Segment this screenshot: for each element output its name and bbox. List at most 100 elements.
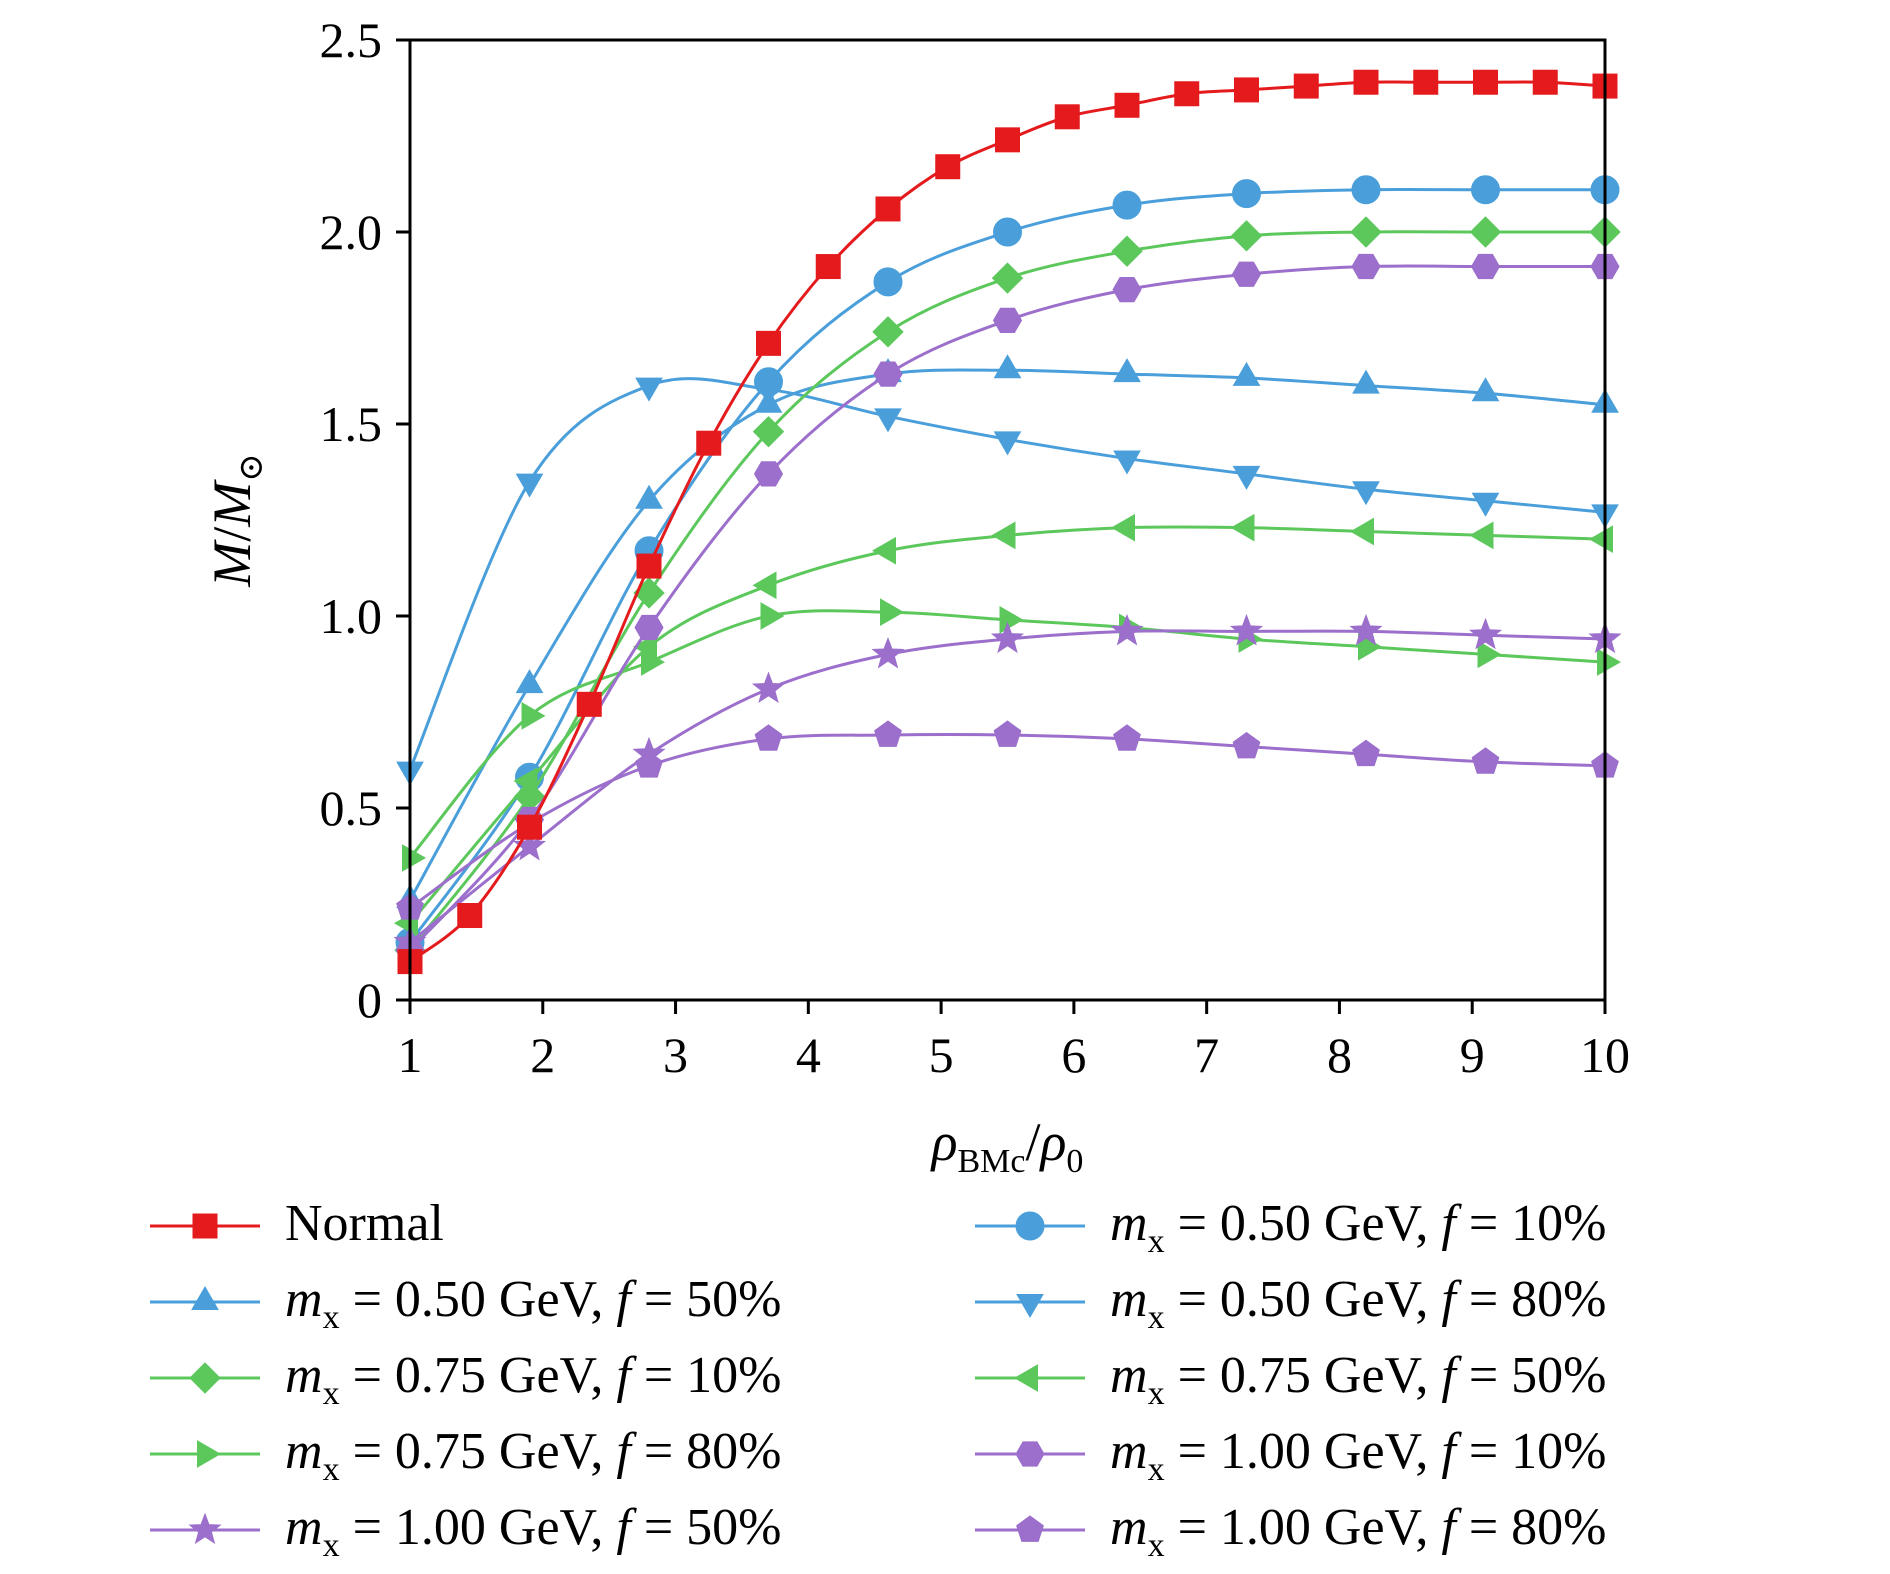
- y-axis-title: M/M⊙: [202, 453, 270, 587]
- legend-symbol-m: m: [1110, 1195, 1148, 1252]
- data-point: [995, 127, 1020, 153]
- data-point: [1231, 261, 1262, 287]
- data-point: [760, 602, 785, 630]
- legend-item: Normal: [150, 1195, 444, 1252]
- y-axis-separator: /: [202, 527, 262, 542]
- data-point: [754, 381, 783, 406]
- data-point: [1471, 492, 1500, 517]
- data-point: [1234, 77, 1259, 103]
- plot-series-group: [393, 69, 1622, 975]
- data-point: [1353, 69, 1379, 95]
- x-tick-label: 8: [1327, 1027, 1352, 1083]
- data-point: [815, 254, 841, 280]
- legend-symbol-m: m: [1110, 1271, 1148, 1328]
- y-tick-label: 0.5: [320, 780, 383, 836]
- series-line: [408, 230, 1605, 952]
- data-point: [1114, 92, 1140, 118]
- data-point: [874, 720, 902, 747]
- x-axis-symbol-2: ρ: [1039, 1112, 1067, 1172]
- data-point: [641, 648, 665, 676]
- legend-item: mx = 0.50 GeV, f = 10%: [975, 1195, 1606, 1260]
- plot-frame: [408, 38, 1607, 1002]
- data-point: [1112, 190, 1142, 220]
- data-point: [1110, 613, 1144, 646]
- data-point: [1351, 253, 1381, 280]
- data-point: [991, 521, 1016, 550]
- legend-subscript: x: [323, 1527, 340, 1564]
- legend-label-text: Normal: [285, 1195, 444, 1252]
- legend-mass-text: = 1.00 GeV,: [1165, 1423, 1442, 1480]
- legend-subscript: x: [323, 1375, 340, 1412]
- legend-subscript: x: [1148, 1451, 1165, 1488]
- data-point: [1413, 69, 1439, 95]
- data-point: [1232, 361, 1261, 386]
- data-point: [752, 415, 785, 448]
- data-point: [515, 669, 544, 694]
- data-point: [1113, 358, 1141, 383]
- legend-subscript: x: [323, 1299, 340, 1336]
- legend-label: mx = 0.50 GeV, f = 10%: [1110, 1195, 1606, 1260]
- legend-item: mx = 1.00 GeV, f = 80%: [975, 1499, 1606, 1564]
- data-point: [756, 330, 781, 356]
- legend-item: mx = 1.00 GeV, f = 10%: [975, 1423, 1606, 1488]
- legend-label: mx = 1.00 GeV, f = 10%: [1110, 1423, 1606, 1488]
- data-point: [1349, 613, 1383, 646]
- legend-mass-text: = 0.50 GeV,: [340, 1271, 617, 1328]
- data-point: [517, 814, 542, 840]
- x-tick-label: 9: [1460, 1027, 1485, 1083]
- y-tick-label: 0: [357, 972, 382, 1028]
- legend-label: mx = 0.75 GeV, f = 10%: [285, 1347, 781, 1412]
- data-point: [993, 354, 1022, 379]
- legend-mass-text: = 0.75 GeV,: [340, 1423, 617, 1480]
- x-axis-separator: /: [1025, 1112, 1040, 1172]
- legend-marker: [1015, 1211, 1045, 1241]
- legend-marker: [1013, 1364, 1038, 1392]
- legend-subscript: x: [1148, 1527, 1165, 1564]
- x-tick-label: 7: [1194, 1027, 1219, 1083]
- legend-symbol-m: m: [1110, 1499, 1148, 1556]
- y-axis-subscript: ⊙: [233, 453, 270, 482]
- legend-fraction-text: = 50%: [631, 1271, 782, 1328]
- data-point: [457, 903, 483, 929]
- x-axis-subscript: BMc: [957, 1143, 1025, 1180]
- data-point: [873, 267, 903, 297]
- legend-symbol-m: m: [1110, 1423, 1148, 1480]
- legend-fraction-text: = 50%: [1456, 1347, 1607, 1404]
- data-point: [999, 605, 1024, 634]
- data-point: [1597, 648, 1621, 676]
- data-point: [1350, 216, 1382, 248]
- legend-item: mx = 0.75 GeV, f = 10%: [150, 1347, 781, 1412]
- data-point: [1230, 220, 1263, 252]
- series-group: [397, 69, 1618, 975]
- y-tick-label: 2.5: [320, 12, 383, 68]
- legend-label: mx = 1.00 GeV, f = 50%: [285, 1499, 781, 1564]
- data-point: [1532, 69, 1558, 95]
- legend-marker: [192, 1213, 218, 1239]
- data-point: [751, 671, 786, 704]
- series-line: [408, 187, 1605, 944]
- y-tick-label: 1.5: [320, 396, 383, 452]
- data-point: [1113, 450, 1141, 475]
- data-point: [1113, 724, 1141, 751]
- data-point: [991, 262, 1024, 294]
- data-point: [1350, 517, 1374, 546]
- series-group: [396, 720, 1619, 920]
- legend-marker: [1015, 1441, 1045, 1467]
- legend-item: mx = 0.50 GeV, f = 50%: [150, 1271, 781, 1336]
- legend-mass-text: = 1.00 GeV,: [340, 1499, 617, 1556]
- data-point: [513, 767, 538, 795]
- series-line: [409, 80, 1606, 963]
- data-point: [1469, 521, 1494, 550]
- x-tick-label: 6: [1061, 1027, 1086, 1083]
- legend-fraction-text: = 80%: [1456, 1499, 1607, 1556]
- legend-fraction-text: = 50%: [631, 1499, 782, 1556]
- legend-subscript: x: [1148, 1223, 1165, 1260]
- legend-marker: [188, 1512, 222, 1545]
- data-point: [1477, 640, 1502, 669]
- data-point: [1471, 747, 1500, 774]
- legend-mass-text: = 0.50 GeV,: [1165, 1195, 1442, 1252]
- data-point: [1174, 81, 1200, 107]
- x-tick-label: 2: [530, 1027, 555, 1083]
- data-point: [1471, 175, 1500, 205]
- legend-mass-text: = 0.50 GeV,: [1165, 1271, 1442, 1328]
